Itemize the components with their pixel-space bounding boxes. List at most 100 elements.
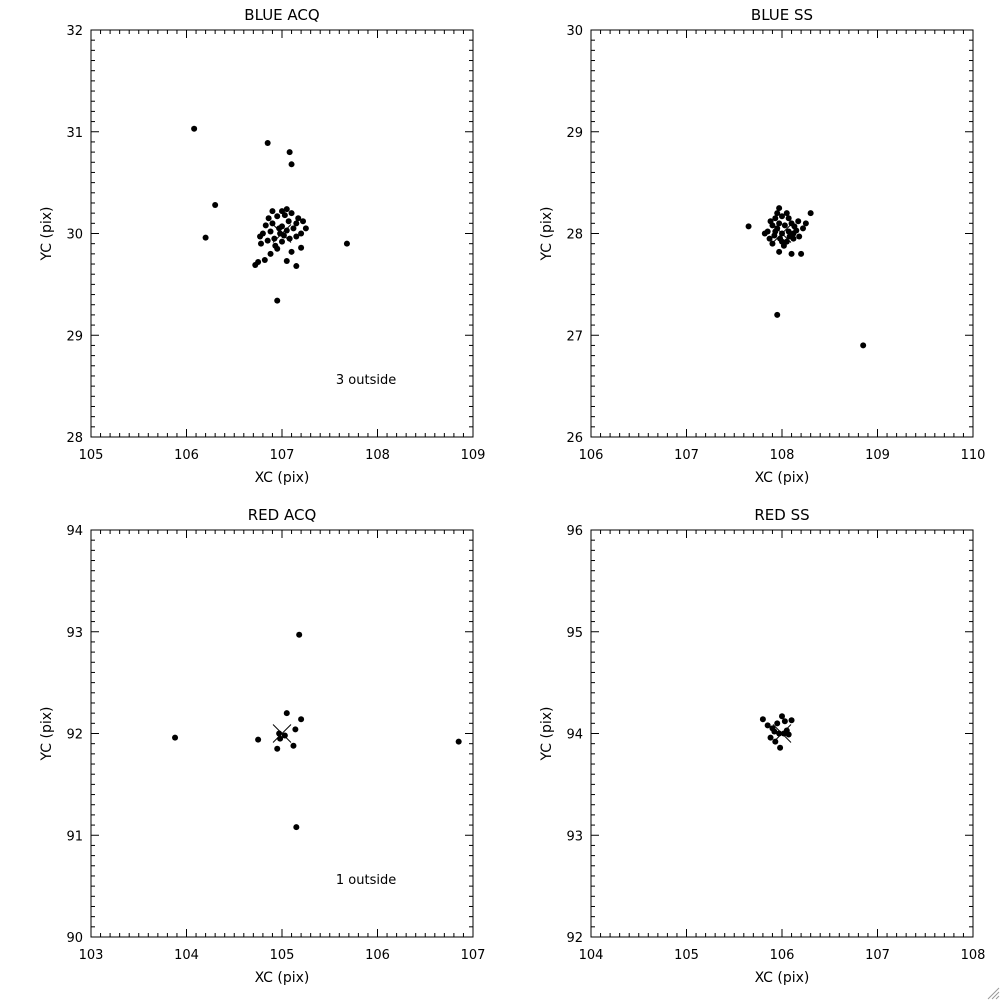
data-point [776,220,783,227]
data-point [283,227,290,234]
data-point [766,235,773,242]
data-point [293,824,300,831]
x-tick-label: 106 [174,448,199,463]
data-point [772,215,779,222]
data-point [257,240,264,247]
plot-red-acq: 103 104 105 106 107 90 91 92 93 94 RED ACQ XC (pix)… [39,506,485,986]
data-point [759,716,766,723]
data-point [271,235,278,242]
data-point [283,257,290,264]
data-point [281,732,288,739]
data-point [172,734,179,741]
y-tick-label: 93 [66,626,83,641]
data-point [288,210,295,217]
y-tick-label: 94 [66,524,83,539]
x-tick-label: 107 [865,948,890,963]
data-point [774,311,781,318]
data-point [772,738,779,745]
data-point [293,263,300,270]
data-point [761,230,768,237]
x-tick-label: 106 [579,448,604,463]
data-point [785,228,792,235]
x-tick-label: 106 [770,948,795,963]
data-point [298,244,305,251]
data-point [802,220,809,227]
data-point [764,722,771,729]
data-point [280,232,287,239]
x-tick-label: 108 [365,448,390,463]
chart-title: BLUE ACQ [244,6,319,24]
x-axis-label: XC (pix) [255,970,310,986]
data-point [261,256,268,263]
data-point [795,218,802,225]
data-point [781,718,788,725]
data-point [252,262,259,269]
data-point [767,734,774,741]
data-point [283,206,290,213]
data-point [272,242,279,249]
y-tick-label: 28 [66,431,83,446]
x-tick-label: 110 [961,448,986,463]
y-axis-label: YC (pix) [539,207,555,262]
data-point [779,213,785,220]
x-tick-label: 105 [270,948,295,963]
data-point [293,233,300,240]
data-point [274,213,281,220]
x-tick-label: 109 [461,448,486,463]
data-point [745,223,752,230]
data-point [776,248,783,255]
y-tick-label: 32 [66,24,83,39]
data-point [257,233,264,240]
data-point [790,230,797,237]
chart-title: RED SS [754,506,809,524]
data-point [296,631,303,638]
data-point [267,250,274,257]
data-point [777,744,784,751]
y-tick-label: 93 [566,829,583,844]
resize-grip-icon[interactable] [986,986,1000,1000]
data-point [783,727,790,734]
data-point [267,228,274,235]
data-point [277,735,284,742]
y-tick-label: 90 [66,931,83,946]
data-point [286,149,293,156]
data-point [269,220,276,227]
data-point [255,736,262,743]
y-tick-label: 96 [566,524,583,539]
data-point [776,205,783,212]
plot-blue-ss: 106 107 108 109 110 26 27 28 29 30 BLUE SS XC (pix)… [539,6,985,486]
outside-count-annotation: 3 outside [336,373,396,388]
data-point [774,720,781,727]
data-point [274,297,281,304]
y-tick-label: 29 [566,126,583,141]
x-tick-label: 104 [579,948,604,963]
x-tick-label: 105 [674,948,699,963]
y-axis-label: YC (pix) [39,207,55,262]
data-point [295,215,302,222]
data-point [269,208,276,215]
data-point [767,218,774,225]
data-point [298,716,305,723]
y-tick-label: 31 [66,126,83,141]
data-point [860,342,867,349]
data-point [290,225,297,232]
y-tick-label: 92 [566,931,583,946]
data-point [302,225,309,232]
data-point [264,139,271,146]
data-point [788,717,795,724]
data-point [455,738,462,745]
y-tick-label: 95 [566,626,583,641]
x-axis-label: XC (pix) [755,470,810,486]
x-axis-label: XC (pix) [755,970,810,986]
y-tick-label: 26 [566,431,583,446]
data-point [779,238,785,245]
data-point [264,237,271,244]
data-point [798,250,805,257]
data-point [293,220,300,227]
x-tick-label: 105 [79,448,104,463]
data-point [779,230,785,237]
x-tick-label: 107 [674,448,699,463]
data-point [279,238,285,245]
x-tick-label: 109 [865,448,890,463]
